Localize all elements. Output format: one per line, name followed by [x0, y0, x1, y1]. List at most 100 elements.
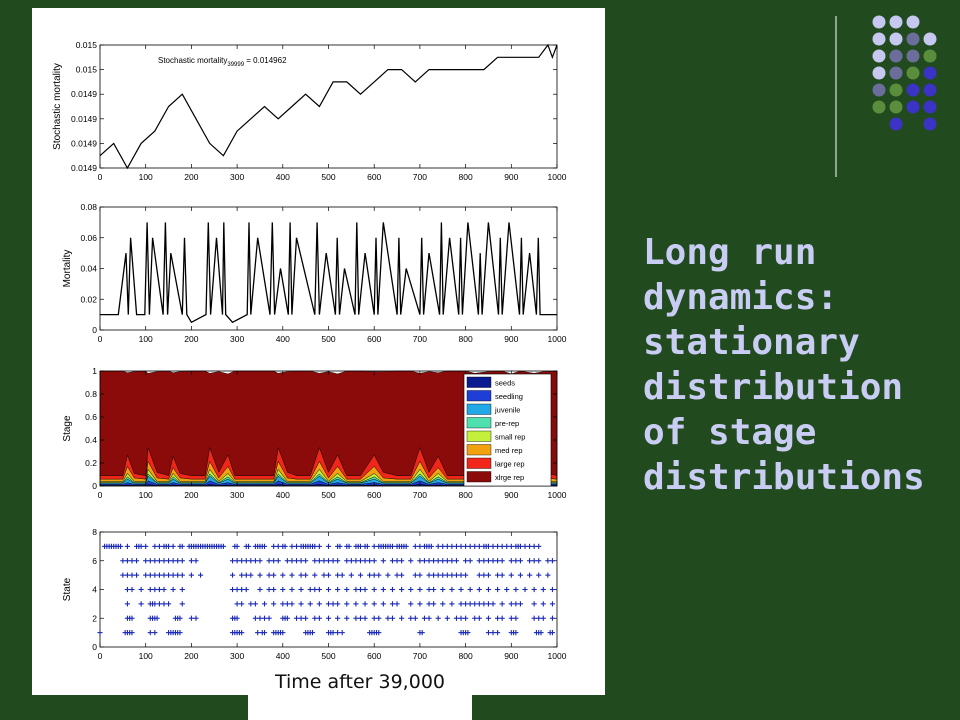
state-marker: [454, 558, 459, 563]
chart-stochastic-mortality: 0 100 200 300 400 500 600 700 800 900 1000 0.0149 0.…: [52, 40, 567, 182]
state-marker: [550, 616, 555, 621]
state-marker: [335, 573, 340, 578]
state-marker: [317, 544, 322, 549]
state-marker: [495, 630, 500, 635]
state-marker: [394, 558, 399, 563]
state-marker: [504, 587, 509, 592]
state-marker: [436, 573, 441, 578]
x-tick-label: 1000: [548, 490, 567, 500]
state-marker: [399, 573, 404, 578]
chart-stage: 0 100 200 300 400 500 600 700 800 900 100000.20.40…: [62, 366, 567, 500]
time-caption: Time after 39,000: [248, 667, 472, 720]
state-marker: [495, 544, 500, 549]
decor-dot: [873, 84, 886, 97]
state-marker: [495, 558, 500, 563]
state-marker: [472, 616, 477, 621]
state-marker: [239, 558, 244, 563]
decor-dot: [873, 50, 886, 63]
state-marker: [276, 558, 281, 563]
state-marker: [143, 558, 148, 563]
state-marker: [390, 558, 395, 563]
state-marker: [125, 544, 130, 549]
state-marker: [303, 573, 308, 578]
state-marker: [486, 616, 491, 621]
y-axis-label: Stage: [62, 415, 73, 442]
state-marker: [257, 616, 262, 621]
state-marker: [399, 558, 404, 563]
state-marker: [408, 558, 413, 563]
state-marker: [166, 558, 171, 563]
x-tick-label: 300: [230, 172, 244, 182]
state-marker: [157, 573, 162, 578]
state-marker: [180, 587, 185, 592]
legend-label: large rep: [495, 460, 525, 469]
x-tick-label: 700: [413, 172, 427, 182]
state-marker: [157, 601, 162, 606]
state-marker: [481, 601, 486, 606]
decor-dot: [890, 50, 903, 63]
state-marker: [532, 587, 537, 592]
state-marker: [253, 558, 258, 563]
legend-swatch: [467, 391, 491, 402]
state-marker: [408, 616, 413, 621]
state-marker: [458, 587, 463, 592]
decor-dot: [890, 67, 903, 80]
state-marker: [477, 616, 482, 621]
state-marker: [376, 573, 381, 578]
decor-dot: [924, 33, 937, 46]
state-marker: [266, 587, 271, 592]
state-marker: [271, 601, 276, 606]
x-tick-label: 100: [139, 651, 153, 661]
state-marker: [436, 544, 441, 549]
state-marker: [285, 558, 290, 563]
state-marker: [417, 544, 422, 549]
x-tick-label: 600: [367, 172, 381, 182]
state-marker: [486, 587, 491, 592]
state-marker: [541, 587, 546, 592]
x-tick-label: 500: [321, 334, 335, 344]
x-tick-label: 200: [184, 172, 198, 182]
state-marker: [358, 558, 363, 563]
y-tick-label: 0: [92, 481, 97, 491]
y-axis-label: State: [62, 577, 73, 601]
state-marker: [486, 630, 491, 635]
state-marker: [166, 573, 171, 578]
state-marker: [298, 558, 303, 563]
state-marker: [490, 601, 495, 606]
decor-dot: [890, 16, 903, 29]
legend-swatch: [467, 418, 491, 429]
y-tick-label: 0: [92, 325, 97, 335]
y-tick-label: 1: [92, 366, 97, 376]
state-marker: [152, 587, 157, 592]
state-marker: [522, 587, 527, 592]
state-marker: [161, 587, 166, 592]
state-marker: [413, 544, 418, 549]
state-marker: [536, 616, 541, 621]
state-marker: [235, 601, 240, 606]
state-marker: [230, 587, 235, 592]
state-marker: [550, 587, 555, 592]
state-marker: [477, 573, 482, 578]
state-marker: [463, 601, 468, 606]
state-marker: [353, 587, 358, 592]
x-tick-label: 500: [321, 172, 335, 182]
state-marker: [468, 558, 473, 563]
state-marker: [362, 587, 367, 592]
state-marker: [372, 544, 377, 549]
state-marker: [426, 601, 431, 606]
state-marker: [294, 558, 299, 563]
chart-mortality: 0 100 200 300 400 500 600 700 800 900 100000.020.0…: [62, 202, 567, 344]
state-marker: [372, 601, 377, 606]
state-marker: [458, 573, 463, 578]
state-marker: [481, 558, 486, 563]
state-marker: [458, 616, 463, 621]
state-marker: [413, 573, 418, 578]
state-marker: [125, 601, 130, 606]
state-marker: [394, 601, 399, 606]
state-marker: [509, 558, 514, 563]
state-marker: [522, 544, 527, 549]
state-marker: [253, 601, 258, 606]
state-marker: [362, 601, 367, 606]
decor-dot: [907, 16, 920, 29]
state-marker: [417, 558, 422, 563]
